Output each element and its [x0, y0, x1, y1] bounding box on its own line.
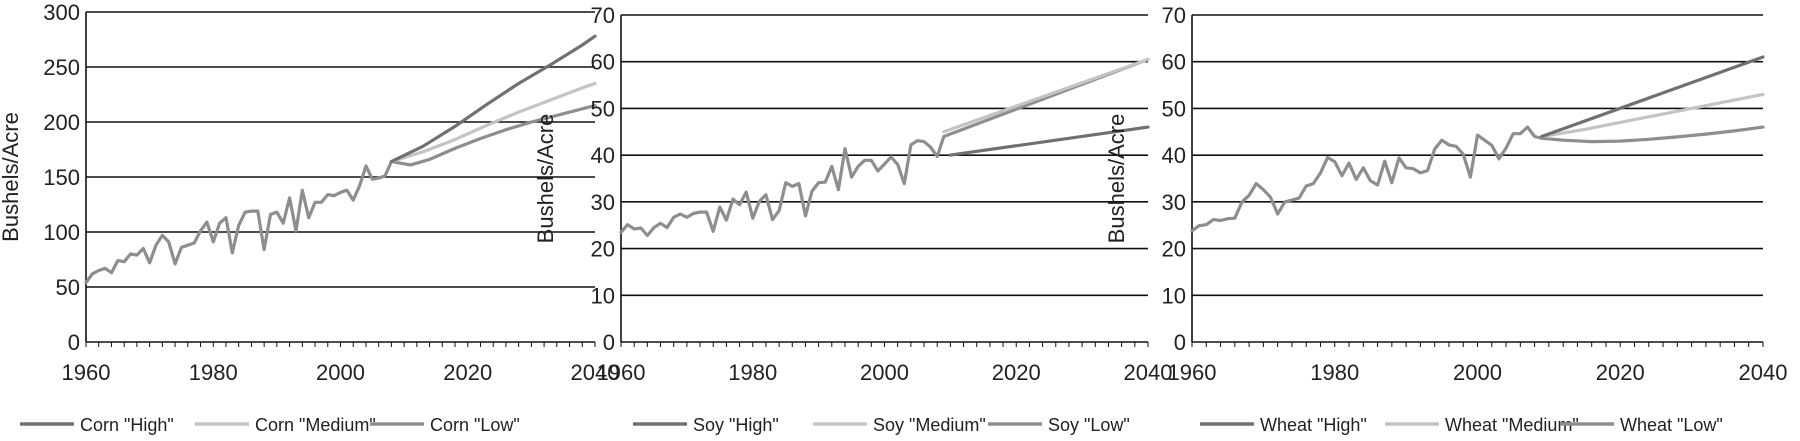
x-tick-label: 2000: [316, 360, 365, 385]
y-tick-label: 200: [43, 110, 80, 135]
series-line-0: [948, 125, 1150, 157]
y-tick-label: 50: [1162, 96, 1186, 121]
x-tick-label: 2040: [1739, 360, 1788, 385]
x-tick-label: 2020: [1596, 360, 1645, 385]
y-tick-label: 50: [591, 96, 615, 121]
x-tick-label: 1960: [1168, 360, 1217, 385]
y-tick-label: 60: [1162, 50, 1186, 75]
legend-label: Corn "Medium": [255, 415, 376, 435]
x-tick-label: 2000: [860, 360, 909, 385]
y-tick-label: 60: [591, 50, 615, 75]
series-line-1: [389, 81, 597, 164]
legend-label: Wheat "High": [1260, 415, 1367, 435]
x-tick-label: 2020: [443, 360, 492, 385]
legend-label: Corn "Low": [430, 415, 520, 435]
y-tick-label: 100: [43, 220, 80, 245]
y-tick-label: 40: [1162, 143, 1186, 168]
series-line-1: [1540, 92, 1765, 139]
y-tick-label: 30: [591, 190, 615, 215]
y-axis-label: Bushels/Acre: [1104, 114, 1129, 244]
y-axis-label: Bushels/Acre: [533, 114, 558, 244]
legend-label: Wheat "Low": [1620, 415, 1723, 435]
legend-label: Soy "Low": [1048, 415, 1130, 435]
legend-label: Wheat "Medium": [1445, 415, 1579, 435]
y-tick-label: 30: [1162, 190, 1186, 215]
y-tick-label: 70: [591, 3, 615, 28]
y-tick-label: 250: [43, 55, 80, 80]
x-tick-label: 2040: [571, 360, 620, 385]
y-tick-label: 150: [43, 165, 80, 190]
series-line-0: [389, 34, 597, 164]
y-axis-label: Bushels/Acre: [0, 112, 23, 242]
legend-label: Corn "High": [80, 415, 174, 435]
y-tick-label: 10: [1162, 283, 1186, 308]
y-tick-label: 300: [43, 0, 80, 25]
y-tick-label: 10: [591, 283, 615, 308]
series-line-1: [942, 57, 1150, 134]
y-tick-label: 40: [591, 143, 615, 168]
x-tick-label: 1980: [1310, 360, 1359, 385]
series-line-2: [84, 103, 597, 285]
x-tick-label: 2020: [992, 360, 1041, 385]
series-line-2: [619, 57, 1150, 238]
x-tick-label: 2000: [1453, 360, 1502, 385]
chart-panel-1: 0 10 20 30 40 50 60 70 1960 1980 2000 2020 2040 Bushe…: [533, 3, 1172, 435]
legend-label: Soy "Medium": [873, 415, 986, 435]
x-tick-label: 2040: [1124, 360, 1173, 385]
series-line-2: [1190, 125, 1765, 233]
x-tick-label: 1980: [189, 360, 238, 385]
y-tick-label: 20: [1162, 237, 1186, 262]
y-tick-label: 0: [603, 330, 615, 355]
y-tick-label: 0: [68, 330, 80, 355]
legend-label: Soy "High": [693, 415, 779, 435]
x-tick-label: 1960: [597, 360, 646, 385]
x-tick-label: 1960: [62, 360, 111, 385]
y-tick-label: 0: [1174, 330, 1186, 355]
y-tick-label: 20: [591, 237, 615, 262]
series-line-0: [1540, 55, 1765, 139]
x-tick-label: 1980: [728, 360, 777, 385]
y-tick-label: 70: [1162, 3, 1186, 28]
y-tick-label: 50: [56, 275, 80, 300]
chart-panel-2: 0 10 20 30 40 50 60 70 1960 1980 2000 2020 2040 Bushe…: [1104, 3, 1787, 435]
